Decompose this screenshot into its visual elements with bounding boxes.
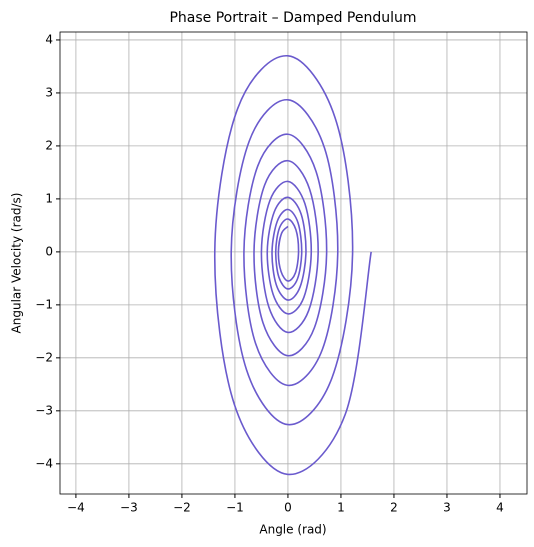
x-tick-label: −1 (226, 501, 244, 515)
y-tick-label: 4 (45, 32, 53, 46)
y-tick-label: 1 (45, 191, 53, 205)
y-tick-label: 2 (45, 138, 53, 152)
y-tick-label: 3 (45, 85, 53, 99)
y-tick-label: −1 (35, 297, 53, 311)
x-tick-label: −2 (173, 501, 191, 515)
y-tick-label: −2 (35, 350, 53, 364)
x-tick-label: −3 (120, 501, 138, 515)
x-tick-label: −4 (67, 501, 85, 515)
plot-frame (59, 31, 528, 495)
x-tick-label: 4 (496, 501, 504, 515)
x-tick-label: 2 (390, 501, 398, 515)
y-axis-label: Angular Velocity (rad/s) (10, 193, 24, 334)
x-tick-label: 1 (337, 501, 345, 515)
y-tick-label: −3 (35, 403, 53, 417)
trajectory-line (213, 55, 372, 476)
x-tick-label: 3 (443, 501, 451, 515)
x-axis-label: Angle (rad) (259, 523, 326, 537)
x-tick-label: 0 (284, 501, 292, 515)
y-tick-label: −4 (35, 456, 53, 470)
chart-title: Phase Portrait – Damped Pendulum (169, 10, 416, 26)
y-tick-label: 0 (45, 244, 53, 258)
